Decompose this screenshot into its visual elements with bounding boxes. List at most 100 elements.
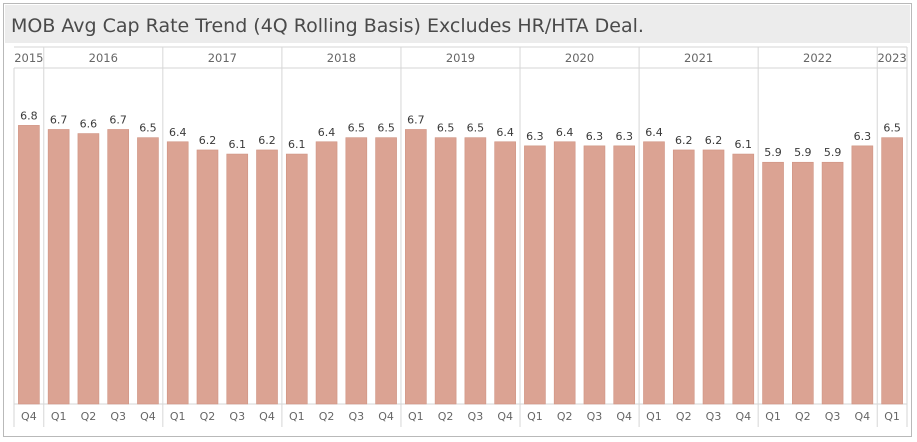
quarter-tick-label: Q4 <box>616 410 632 423</box>
bar <box>643 141 665 405</box>
year-label: 2022 <box>803 51 832 65</box>
data-label: 6.2 <box>705 134 723 147</box>
bar <box>434 137 457 405</box>
quarter-tick-label: Q2 <box>200 410 216 423</box>
bar <box>226 153 249 405</box>
bar <box>613 145 636 405</box>
quarter-tick-label: Q3 <box>110 410 126 423</box>
data-label: 6.5 <box>437 122 455 135</box>
quarter-tick-label: Q1 <box>408 410 424 423</box>
quarter-tick-label: Q4 <box>259 410 275 423</box>
data-label: 6.1 <box>735 138 753 151</box>
year-label: 2017 <box>208 51 237 65</box>
data-label: 6.6 <box>80 118 98 131</box>
quarter-tick-label: Q1 <box>646 410 662 423</box>
bar <box>196 149 219 405</box>
bar <box>702 149 725 405</box>
data-label: 5.9 <box>824 146 842 159</box>
data-label: 6.4 <box>556 126 574 139</box>
data-label: 6.3 <box>615 130 633 143</box>
quarter-tick-label: Q3 <box>587 410 603 423</box>
data-label: 6.3 <box>586 130 604 143</box>
bar <box>672 149 695 405</box>
data-label: 6.5 <box>467 122 485 135</box>
bar <box>762 161 784 405</box>
data-label: 6.2 <box>199 134 217 147</box>
bar <box>553 141 576 405</box>
data-label: 6.4 <box>645 126 663 139</box>
data-label: 6.5 <box>139 122 157 135</box>
data-label: 6.4 <box>169 126 187 139</box>
bar <box>107 129 129 405</box>
bar <box>524 145 546 405</box>
quarter-tick-label: Q4 <box>140 410 156 423</box>
bar <box>405 129 427 405</box>
data-label: 6.1 <box>288 138 306 151</box>
data-label: 6.7 <box>407 113 425 126</box>
bar <box>464 137 487 405</box>
quarter-tick-label: Q2 <box>319 410 335 423</box>
bar <box>166 141 189 405</box>
data-label: 6.7 <box>109 113 127 126</box>
year-label: 2021 <box>684 51 713 65</box>
quarter-tick-label: Q3 <box>468 410 484 423</box>
year-label: 2023 <box>877 51 906 65</box>
quarter-tick-label: Q4 <box>855 410 871 423</box>
bar <box>821 161 844 405</box>
bar <box>851 145 874 405</box>
data-label: 6.5 <box>377 122 395 135</box>
year-label: 2018 <box>327 51 356 65</box>
data-label: 6.3 <box>854 130 872 143</box>
quarter-tick-label: Q1 <box>884 410 900 423</box>
bar <box>256 149 278 405</box>
data-label: 5.9 <box>764 146 782 159</box>
year-label: 2020 <box>565 51 594 65</box>
data-label: 6.7 <box>50 113 68 126</box>
quarter-tick-label: Q2 <box>676 410 692 423</box>
data-label: 6.3 <box>526 130 544 143</box>
year-label: 2019 <box>446 51 475 65</box>
data-label: 6.2 <box>675 134 693 147</box>
quarter-tick-label: Q1 <box>170 410 186 423</box>
data-label: 6.1 <box>229 138 247 151</box>
quarter-tick-label: Q3 <box>706 410 722 423</box>
bar <box>47 129 70 405</box>
quarter-tick-label: Q4 <box>21 410 37 423</box>
chart-title: MOB Avg Cap Rate Trend (4Q Rolling Basis… <box>11 15 644 37</box>
bar <box>881 137 903 405</box>
data-label: 6.5 <box>348 122 366 135</box>
bar <box>583 145 606 405</box>
bar <box>285 153 308 405</box>
quarter-tick-label: Q4 <box>497 410 513 423</box>
quarter-tick-label: Q2 <box>438 410 454 423</box>
data-label: 6.5 <box>883 122 901 135</box>
bar <box>732 153 755 405</box>
quarter-tick-label: Q3 <box>348 410 364 423</box>
quarter-tick-label: Q2 <box>795 410 811 423</box>
bar <box>315 141 338 405</box>
quarter-tick-label: Q1 <box>527 410 543 423</box>
quarter-tick-label: Q2 <box>557 410 573 423</box>
quarter-tick-label: Q4 <box>735 410 751 423</box>
quarter-tick-label: Q3 <box>229 410 245 423</box>
bar <box>375 137 397 405</box>
data-label: 6.4 <box>496 126 514 139</box>
year-label: 2016 <box>89 51 118 65</box>
data-label: 6.2 <box>258 134 276 147</box>
data-label: 6.8 <box>20 109 38 122</box>
quarter-tick-label: Q1 <box>765 410 781 423</box>
year-label: 2015 <box>14 51 43 65</box>
bar <box>77 133 100 405</box>
data-label: 5.9 <box>794 146 812 159</box>
quarter-tick-label: Q3 <box>825 410 841 423</box>
quarter-tick-label: Q1 <box>289 410 305 423</box>
title-bar: MOB Avg Cap Rate Trend (4Q Rolling Basis… <box>5 5 910 43</box>
bar <box>792 161 814 405</box>
bar <box>345 137 368 405</box>
bar <box>137 137 159 405</box>
bar <box>494 141 516 405</box>
quarter-tick-label: Q1 <box>51 410 67 423</box>
quarter-tick-label: Q2 <box>81 410 97 423</box>
data-label: 6.4 <box>318 126 336 139</box>
